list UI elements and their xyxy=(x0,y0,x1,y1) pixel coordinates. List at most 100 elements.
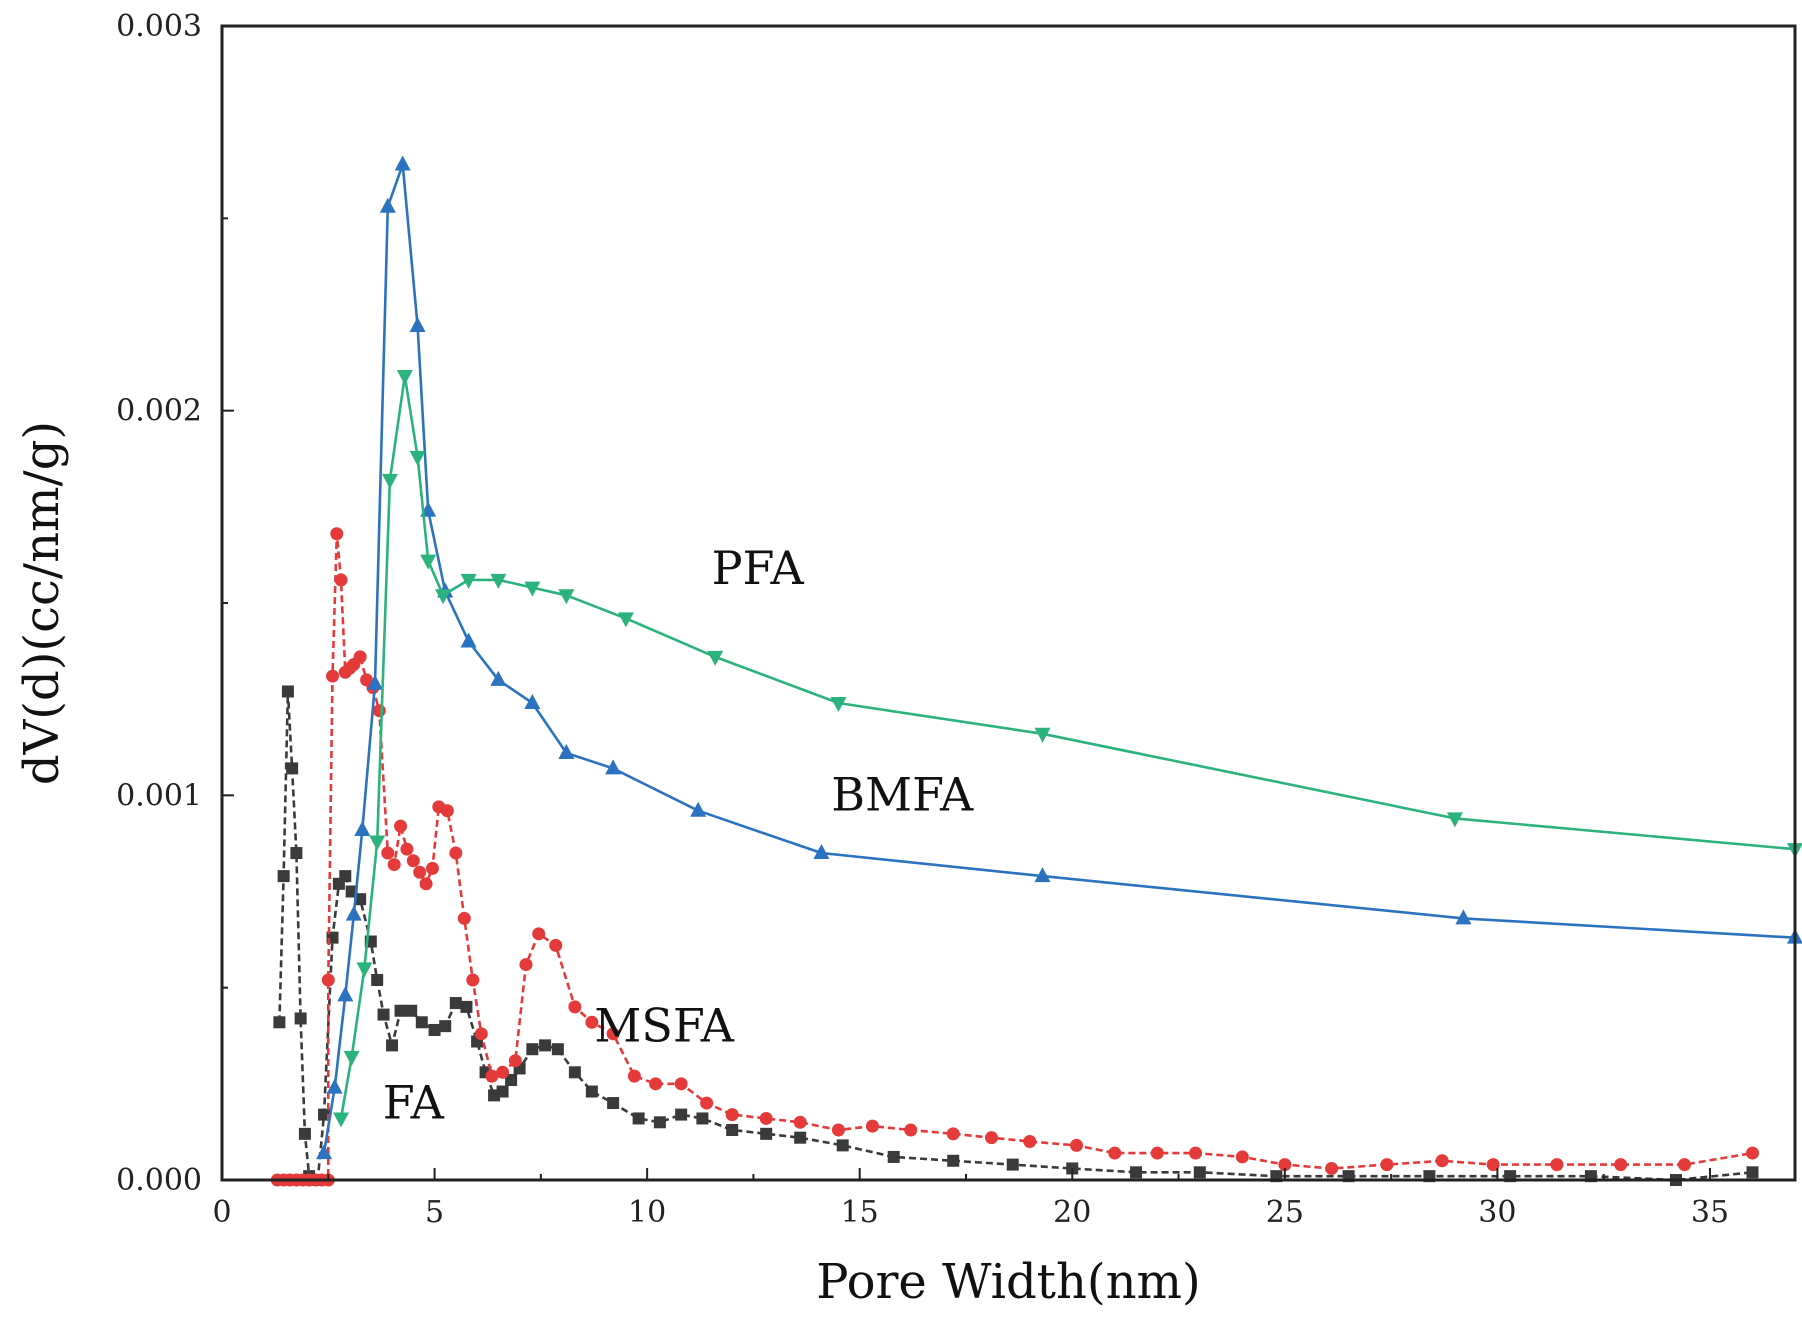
axes-layer: 0 5 10 15 20 25 30 35 0.000 0.001 0.002 0.003 xyxy=(116,9,1729,1230)
data-point-fa xyxy=(496,1085,509,1098)
data-point-bmfa xyxy=(367,674,384,690)
data-point-pfa xyxy=(420,554,437,570)
data-point-fa xyxy=(394,1004,407,1017)
data-point-fa xyxy=(696,1112,709,1125)
y-tick-label: 0.000 xyxy=(116,1163,202,1198)
data-point-pfa xyxy=(1446,812,1463,828)
data-point-fa xyxy=(1193,1166,1206,1179)
data-point-msfa xyxy=(1325,1161,1339,1175)
x-tick-label: 10 xyxy=(628,1195,666,1230)
data-point-fa xyxy=(585,1085,598,1098)
data-point-fa xyxy=(1006,1158,1019,1171)
data-point-msfa xyxy=(508,1054,522,1068)
data-point-msfa xyxy=(440,804,454,818)
data-point-msfa xyxy=(1070,1138,1084,1152)
data-point-fa xyxy=(1130,1166,1143,1179)
data-point-msfa xyxy=(1189,1146,1203,1160)
data-point-msfa xyxy=(321,973,335,987)
data-point-msfa xyxy=(700,1096,714,1110)
data-point-bmfa xyxy=(1034,867,1051,883)
data-point-fa xyxy=(294,1012,307,1025)
data-point-fa xyxy=(449,997,462,1010)
data-point-bmfa xyxy=(354,820,371,836)
y-tick-label: 0.003 xyxy=(116,9,202,44)
x-tick-label: 30 xyxy=(1478,1195,1516,1230)
data-point-msfa xyxy=(1677,1158,1691,1172)
data-point-fa xyxy=(760,1127,773,1140)
data-point-fa xyxy=(273,1016,286,1029)
data-point-msfa xyxy=(1745,1146,1759,1160)
data-point-msfa xyxy=(1614,1158,1628,1172)
data-point-pfa xyxy=(369,835,386,851)
x-tick-label: 15 xyxy=(841,1195,879,1230)
data-point-fa xyxy=(887,1150,900,1163)
data-point-bmfa xyxy=(337,986,354,1002)
data-point-msfa xyxy=(532,927,546,941)
data-point-bmfa xyxy=(326,1078,343,1094)
y-tick-label: 0.001 xyxy=(116,778,202,813)
series-label-fa: FA xyxy=(383,1075,445,1129)
data-point-msfa xyxy=(449,846,463,860)
data-point-msfa xyxy=(759,1111,773,1125)
data-point-fa xyxy=(836,1139,849,1152)
data-point-msfa xyxy=(381,846,395,860)
data-point-pfa xyxy=(830,697,847,713)
data-point-msfa xyxy=(425,861,439,875)
data-point-msfa xyxy=(984,1131,998,1145)
data-point-pfa xyxy=(490,573,507,589)
series-layer xyxy=(270,155,1802,1187)
data-point-msfa xyxy=(372,704,386,718)
data-point-bmfa xyxy=(490,670,507,686)
data-point-msfa xyxy=(1550,1158,1564,1172)
data-point-msfa xyxy=(400,842,414,856)
data-point-msfa xyxy=(793,1115,807,1129)
data-point-bmfa xyxy=(558,744,575,760)
data-point-msfa xyxy=(457,911,471,925)
data-point-msfa xyxy=(334,573,348,587)
data-point-msfa xyxy=(326,669,340,683)
data-point-fa xyxy=(415,1016,428,1029)
data-point-msfa xyxy=(485,1069,499,1083)
data-point-msfa xyxy=(353,650,367,664)
series-line-msfa xyxy=(277,532,1753,1182)
data-point-fa xyxy=(539,1039,552,1052)
y-tick-label: 0.002 xyxy=(116,394,202,429)
data-point-bmfa xyxy=(813,844,830,860)
data-point-msfa xyxy=(904,1123,918,1137)
data-point-pfa xyxy=(707,650,724,666)
series-label-pfa: PFA xyxy=(712,541,805,595)
data-point-msfa xyxy=(1278,1158,1292,1172)
data-point-fa xyxy=(1746,1166,1759,1179)
data-point-fa xyxy=(947,1154,960,1167)
data-point-msfa xyxy=(606,1027,620,1041)
data-point-msfa xyxy=(387,858,401,872)
data-point-msfa xyxy=(1150,1146,1164,1160)
data-point-msfa xyxy=(865,1119,879,1133)
data-point-fa xyxy=(505,1073,518,1086)
data-point-fa xyxy=(386,1039,399,1052)
data-point-fa xyxy=(405,1004,418,1017)
x-tick-label: 35 xyxy=(1691,1195,1729,1230)
data-point-fa xyxy=(607,1097,620,1110)
data-point-fa xyxy=(568,1066,581,1079)
data-point-fa xyxy=(281,685,294,698)
data-point-msfa xyxy=(649,1077,663,1091)
data-point-pfa xyxy=(460,573,477,589)
data-point-msfa xyxy=(1235,1150,1249,1164)
data-point-fa xyxy=(290,847,303,860)
data-point-msfa xyxy=(674,1077,688,1091)
data-point-msfa xyxy=(419,877,433,891)
data-point-bmfa xyxy=(316,1144,333,1160)
data-point-msfa xyxy=(585,1015,599,1029)
data-point-fa xyxy=(460,1000,473,1013)
data-point-fa xyxy=(428,1023,441,1036)
data-point-bmfa xyxy=(605,759,622,775)
data-point-msfa xyxy=(946,1127,960,1141)
series-labels-layer: FA MSFA BMFA PFA xyxy=(383,541,974,1130)
data-point-bmfa xyxy=(524,694,541,710)
data-point-fa xyxy=(354,893,367,906)
x-axis-title: Pore Width(nm) xyxy=(816,1254,1201,1310)
data-point-pfa xyxy=(524,581,541,597)
data-point-fa xyxy=(377,1008,390,1021)
data-point-bmfa xyxy=(1455,909,1472,925)
